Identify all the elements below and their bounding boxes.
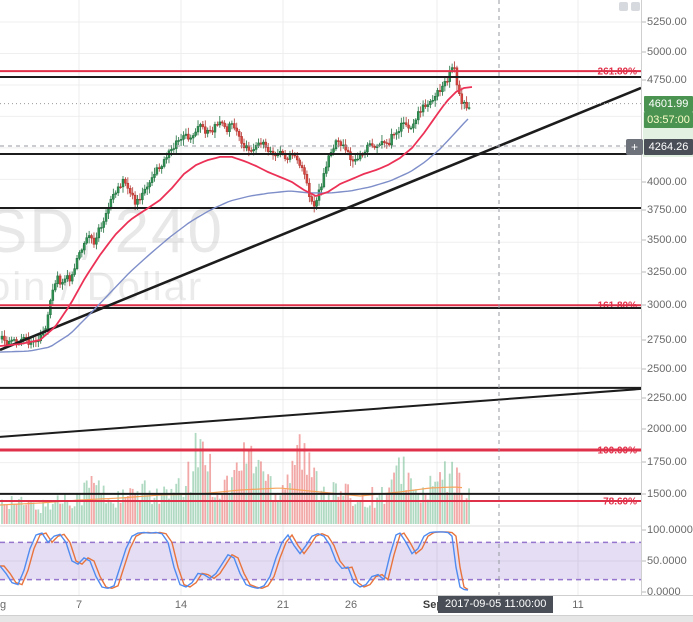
pane-close-icon[interactable] xyxy=(631,2,640,11)
time-axis-label: 7 xyxy=(75,599,83,611)
price-axis-label: 2250.00 xyxy=(647,392,687,404)
price-axis-label: 1500.00 xyxy=(647,488,687,500)
price-axis-label: 2000.00 xyxy=(647,423,687,435)
drawing-lines[interactable] xyxy=(0,76,642,495)
bar-countdown-label: 03:57:00 xyxy=(644,112,693,128)
fib-level-label: 261.80% xyxy=(598,67,638,78)
price-axis-label: 5000.00 xyxy=(647,46,687,58)
price-axis-label: 3250.00 xyxy=(647,266,687,278)
moving-averages xyxy=(0,86,473,353)
price-axis-label: 2500.00 xyxy=(647,363,687,375)
price-axis-label: 2750.00 xyxy=(647,334,687,346)
price-axis-label: 3000.00 xyxy=(647,299,687,311)
price-axis-label: 1750.00 xyxy=(647,456,687,468)
price-axis-label: 50.0000 xyxy=(647,555,687,567)
price-axis-label: 5250.00 xyxy=(647,16,687,28)
watermark-description: oin / Dollar xyxy=(0,265,203,309)
candlesticks xyxy=(0,61,471,349)
price-axis-label: 3500.00 xyxy=(647,234,687,246)
pane-controls[interactable] xyxy=(619,2,640,11)
bottom-toolbar-strip xyxy=(0,615,693,622)
watermark: SD, 240 oin / Dollar xyxy=(0,197,222,309)
time-axis-label: 21 xyxy=(276,599,290,611)
volume-bars xyxy=(0,432,470,524)
crosshair xyxy=(0,0,641,595)
grid-layer xyxy=(0,0,641,595)
time-axis-label: g xyxy=(0,599,7,611)
time-axis-label: 11 xyxy=(572,599,584,611)
crosshair-time-tooltip: 2017-09-05 11:00:00 xyxy=(438,596,554,613)
fib-level-label: 78.60% xyxy=(603,496,637,507)
time-axis[interactable]: g 7 14 21 26 Sep 11 2017-09-05 11:00:00 xyxy=(0,595,693,616)
crosshair-price-label: 4264.26 xyxy=(644,139,693,155)
fib-level-label: 161.80% xyxy=(598,301,638,312)
last-price-label: 4601.99 xyxy=(644,96,693,112)
price-axis-label: 4000.00 xyxy=(647,176,687,188)
stochastic-pane xyxy=(0,531,641,591)
time-axis-label: 26 xyxy=(344,599,358,611)
chart-plot-area[interactable]: SD, 240 oin / Dollar 261.80% 161.80% 100.0… xyxy=(0,0,693,595)
price-axis-label: 4750.00 xyxy=(647,74,687,86)
price-axis[interactable]: 5250.00 5000.00 4750.00 4000.00 3750.00 3500.… xyxy=(641,0,693,598)
fib-level-label: 100.00% xyxy=(598,445,638,456)
add-alert-plus-button[interactable]: + xyxy=(626,139,643,155)
price-axis-label: 100.0000 xyxy=(647,524,693,536)
price-axis-label: 3750.00 xyxy=(647,204,687,216)
time-axis-label: 14 xyxy=(174,599,188,611)
pane-maximize-icon[interactable] xyxy=(619,2,628,11)
